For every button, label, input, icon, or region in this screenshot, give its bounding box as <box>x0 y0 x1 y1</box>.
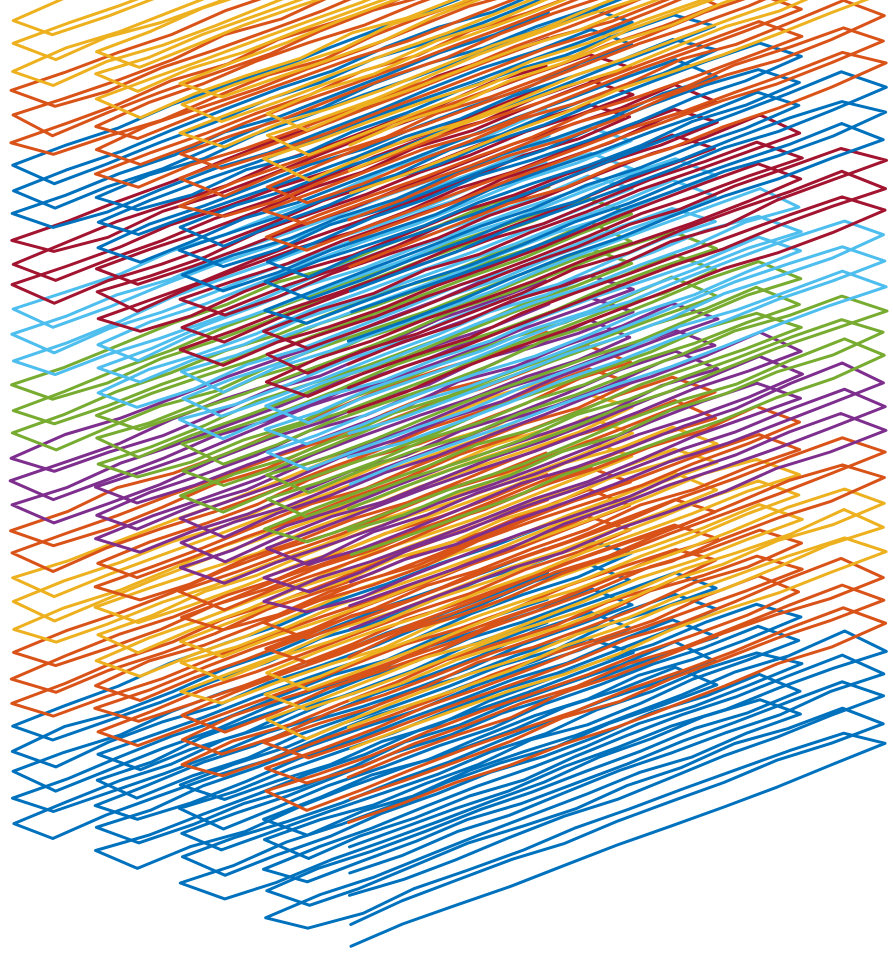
layer-23-dark-red <box>10 83 887 414</box>
layer-line <box>10 351 886 683</box>
layer-8-orange <box>12 451 885 779</box>
layer-line <box>11 400 885 729</box>
layer-11-yellow <box>11 379 886 702</box>
layer-7-orange <box>9 473 886 801</box>
layer-34-yellow <box>11 0 737 147</box>
layer-line <box>10 233 886 557</box>
layer-29-orange <box>9 0 888 269</box>
layer-line <box>11 0 870 195</box>
layer-5-blue <box>11 524 888 849</box>
layer-line <box>11 0 809 173</box>
layer-17-green <box>10 233 886 557</box>
layer-26-blue <box>10 10 885 343</box>
layer-line <box>11 0 737 147</box>
layer-line <box>9 0 888 269</box>
layer-10-yellow <box>11 400 885 729</box>
layer-line <box>10 547 886 875</box>
layer-line <box>11 524 888 849</box>
layer-4-blue <box>10 547 886 875</box>
layer-line <box>12 451 885 779</box>
layer-line <box>11 379 886 702</box>
layer-12-orange <box>10 351 886 683</box>
layer-31-orange <box>9 0 886 222</box>
layer-line <box>9 0 886 222</box>
layer-line <box>9 473 886 801</box>
layer-33-yellow <box>11 0 809 173</box>
layer-line <box>10 10 885 343</box>
layer-32-yellow <box>11 0 870 195</box>
layer-line <box>10 83 887 414</box>
